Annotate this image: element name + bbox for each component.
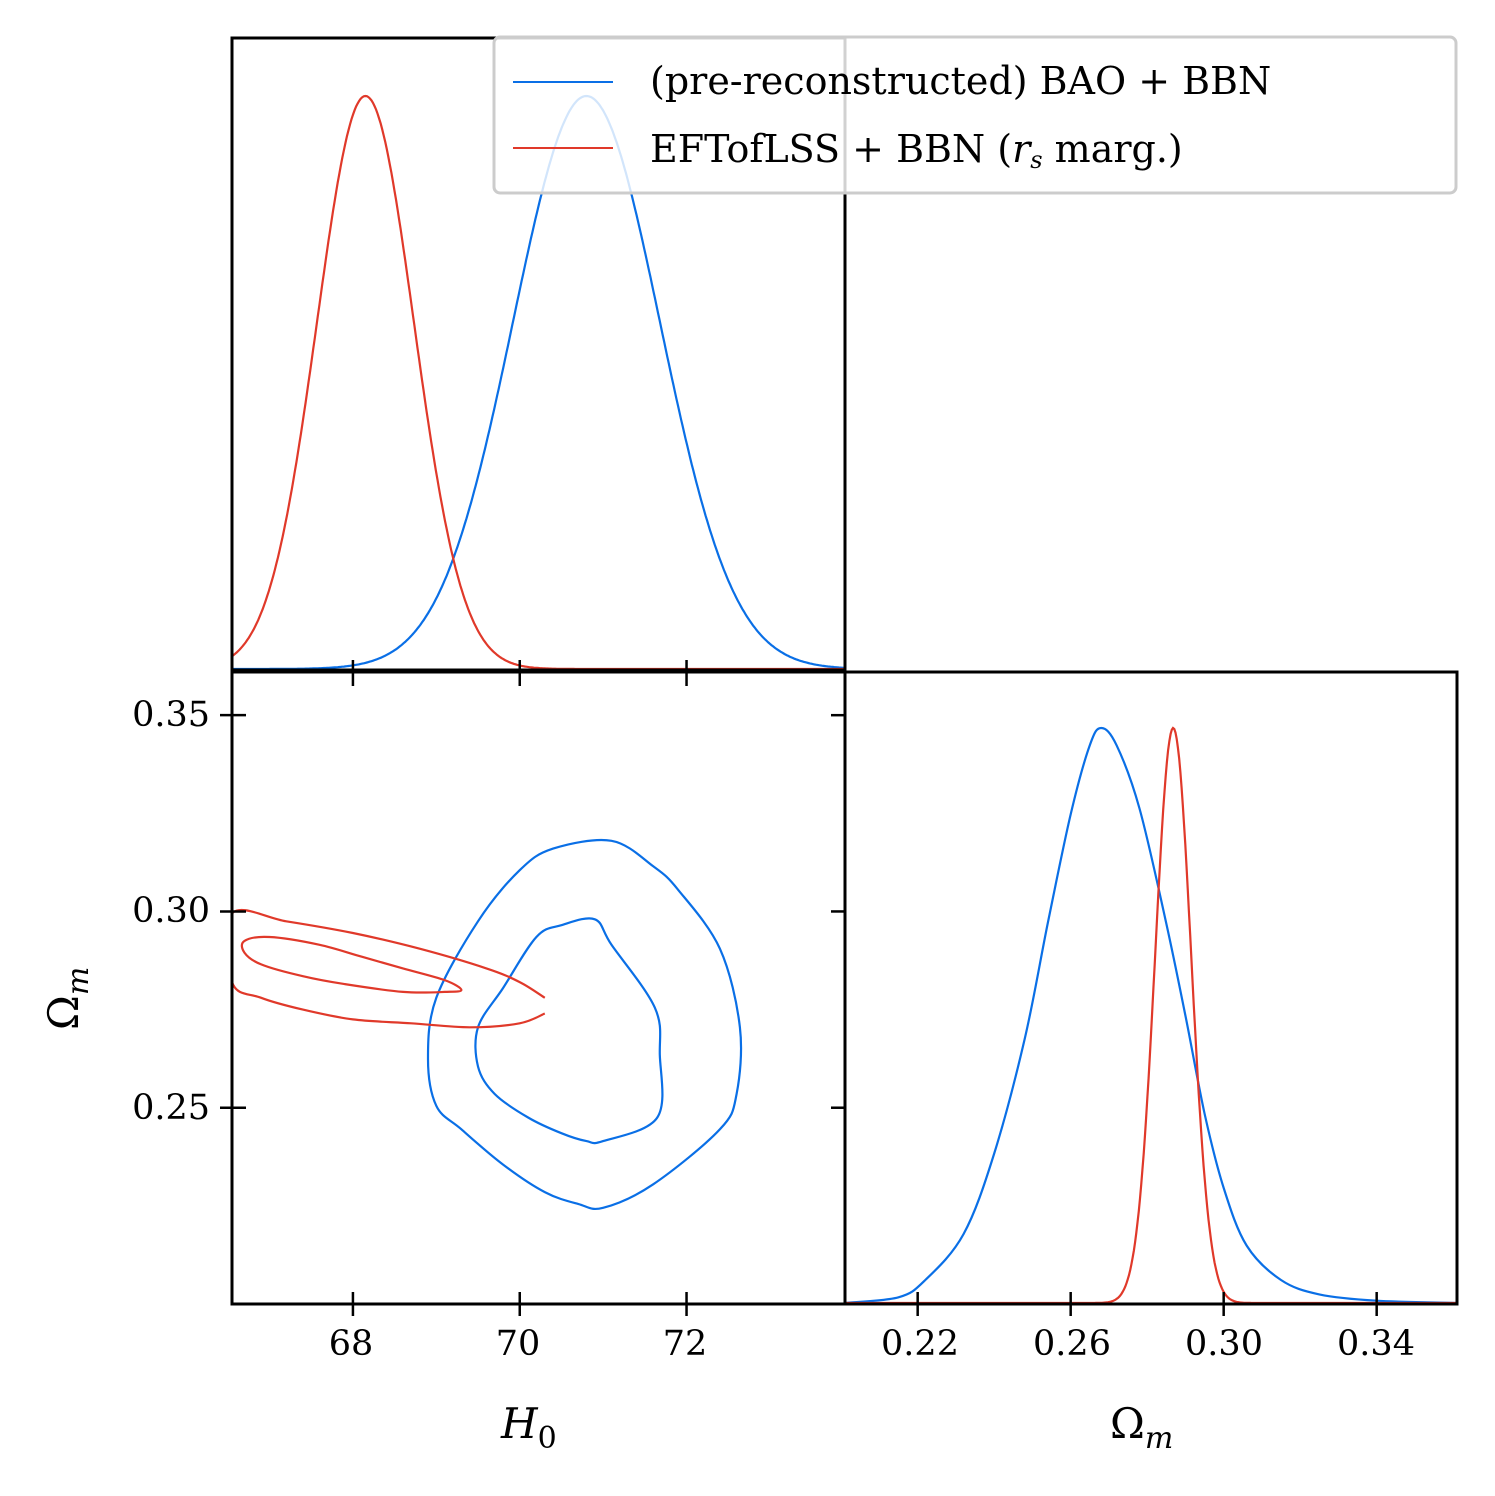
- om-posterior-red: [845, 726, 1457, 1304]
- bottom-right-panel-frame: [843, 670, 1459, 1306]
- panel-frames: [230, 36, 1459, 1306]
- h0-tick-label: 70: [496, 1324, 541, 1364]
- bottom-left-panel-frame: [230, 670, 847, 1306]
- om-y-tick-labels: 0.35 0.30 0.25: [132, 695, 210, 1128]
- om-axis-label: Ωm: [1110, 1399, 1173, 1456]
- om-posterior-blue: [845, 726, 1457, 1304]
- h0-tick-label: 68: [329, 1324, 374, 1364]
- h0-posterior-blue: [232, 94, 845, 670]
- contour-95-red: [232, 908, 546, 1029]
- om-x-tick-label: 0.34: [1337, 1324, 1415, 1364]
- legend-label-blue: (pre-reconstructed) BAO + BBN: [650, 59, 1271, 103]
- om-y-tick-label: 0.25: [132, 1088, 210, 1128]
- contour-68-red: [240, 935, 463, 994]
- om-x-tick-label: 0.30: [1185, 1324, 1263, 1364]
- contour-68-blue: [474, 917, 664, 1145]
- h0-axis-label: H0: [500, 1399, 557, 1456]
- h0-tick-label: 72: [663, 1324, 708, 1364]
- om-x-tick-label: 0.26: [1033, 1324, 1111, 1364]
- om-x-tick-label: 0.22: [881, 1324, 959, 1364]
- contour-95-blue: [426, 839, 743, 1211]
- om-y-tick-label: 0.35: [132, 695, 210, 735]
- plot-curves: [232, 94, 1457, 1304]
- om-y-axis-label: Ωm: [39, 967, 96, 1030]
- legend: (pre-reconstructed) BAO + BBN EFTofLSS +…: [492, 35, 1458, 195]
- h0-tick-labels: 68 70 72: [329, 1324, 708, 1364]
- om-x-tick-labels: 0.22 0.26 0.30 0.34: [881, 1324, 1415, 1364]
- legend-box: [492, 35, 1458, 195]
- legend-label-red: EFTofLSS + BBN (rs marg.): [650, 127, 1183, 174]
- om-y-tick-label: 0.30: [132, 891, 210, 931]
- axis-ticks: [220, 660, 1378, 1316]
